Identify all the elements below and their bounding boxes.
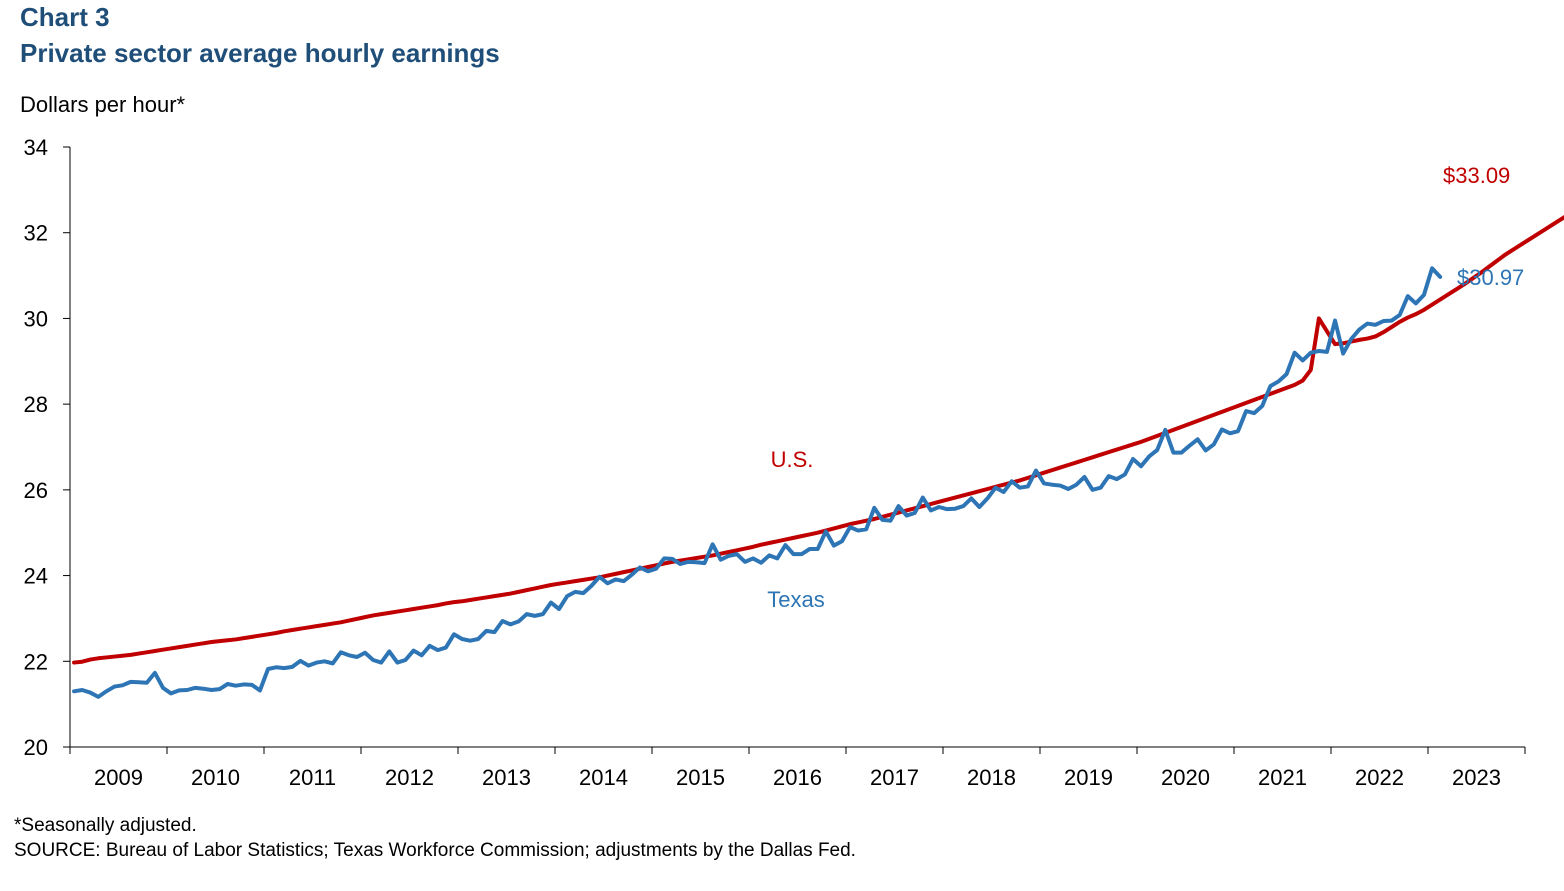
x-tick-label: 2018	[967, 765, 1016, 790]
series-name-us: U.S.	[771, 447, 814, 472]
series-name-texas: Texas	[767, 587, 824, 612]
y-tick-label: 22	[24, 649, 48, 674]
x-tick-label: 2023	[1452, 765, 1501, 790]
series-labels: U.S. Texas $33.09 $30.97	[767, 163, 1524, 612]
series-lines	[72, 214, 1564, 699]
end-value-texas: $30.97	[1457, 265, 1524, 290]
x-tick-label: 2009	[94, 765, 143, 790]
chart-title: Private sector average hourly earnings	[20, 38, 500, 68]
x-tick-label: 2012	[385, 765, 434, 790]
y-tick-label: 24	[24, 564, 48, 589]
y-tick-label: 30	[24, 306, 48, 331]
x-tick-label: 2010	[191, 765, 240, 790]
x-tick-label: 2021	[1258, 765, 1307, 790]
x-axis: 2009 2010 2011 2012 2013 2014 2015 2016 2017 2018…	[69, 746, 1526, 790]
series-line-us	[72, 214, 1564, 665]
y-axis: 20 22 24 26 28 30 32 34	[24, 135, 71, 760]
chart-number: Chart 3	[20, 2, 110, 32]
x-tick-label: 2013	[482, 765, 531, 790]
y-axis-unit-label: Dollars per hour*	[20, 92, 186, 117]
y-tick-label: 34	[24, 135, 48, 160]
y-tick-label: 28	[24, 392, 48, 417]
y-tick-label: 20	[24, 735, 48, 760]
end-value-us: $33.09	[1443, 163, 1510, 188]
y-tick-label: 32	[24, 221, 48, 246]
footnote: *Seasonally adjusted.	[14, 815, 197, 836]
x-tick-label: 2014	[579, 765, 628, 790]
x-tick-label: 2016	[773, 765, 822, 790]
series-line-texas	[72, 266, 1443, 699]
x-tick-label: 2011	[289, 765, 336, 790]
x-tick-label: 2020	[1161, 765, 1210, 790]
source-note: SOURCE: Bureau of Labor Statistics; Texa…	[14, 840, 856, 861]
x-tick-label: 2019	[1064, 765, 1113, 790]
x-tick-label: 2015	[676, 765, 725, 790]
y-tick-label: 26	[24, 478, 48, 503]
x-tick-label: 2022	[1355, 765, 1404, 790]
x-tick-label: 2017	[870, 765, 919, 790]
